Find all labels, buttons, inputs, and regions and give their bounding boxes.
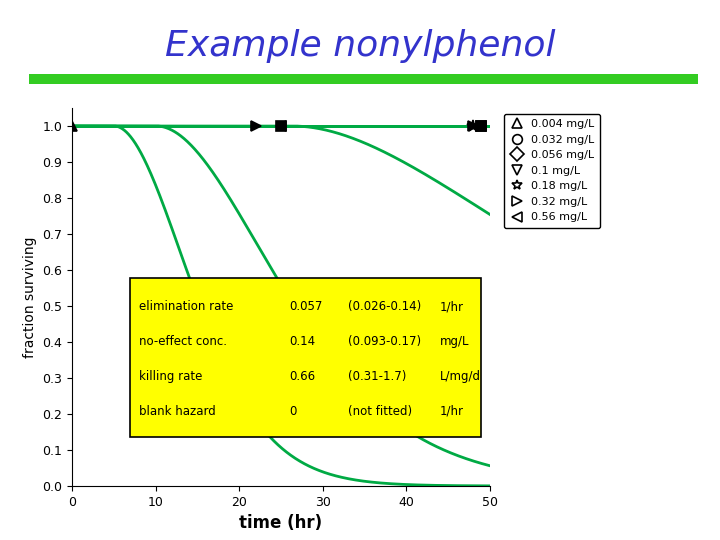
Text: mg/L: mg/L	[439, 335, 469, 348]
Text: no-effect conc.: no-effect conc.	[139, 335, 227, 348]
Bar	[130, 278, 481, 437]
Text: killing rate: killing rate	[139, 370, 202, 383]
Text: Example nonylphenol: Example nonylphenol	[165, 29, 555, 63]
Text: 1/hr: 1/hr	[439, 405, 464, 418]
Text: elimination rate: elimination rate	[139, 300, 233, 313]
Text: 0.057: 0.057	[289, 300, 323, 313]
Text: 1/hr: 1/hr	[439, 300, 464, 313]
Y-axis label: fraction surviving: fraction surviving	[23, 237, 37, 358]
Text: (not fitted): (not fitted)	[348, 405, 412, 418]
Legend: 0.004 mg/L, 0.032 mg/L, 0.056 mg/L, 0.1 mg/L, 0.18 mg/L, 0.32 mg/L, 0.56 mg/L: 0.004 mg/L, 0.032 mg/L, 0.056 mg/L, 0.1 …	[503, 113, 600, 228]
Text: blank hazard: blank hazard	[139, 405, 215, 418]
Text: 0.14: 0.14	[289, 335, 315, 348]
Text: 0: 0	[289, 405, 297, 418]
Text: (0.026-0.14): (0.026-0.14)	[348, 300, 421, 313]
X-axis label: time (hr): time (hr)	[239, 514, 323, 532]
Text: (0.31-1.7): (0.31-1.7)	[348, 370, 406, 383]
Text: 0.66: 0.66	[289, 370, 315, 383]
Text: (0.093-0.17): (0.093-0.17)	[348, 335, 420, 348]
Text: L/mg/d: L/mg/d	[439, 370, 480, 383]
